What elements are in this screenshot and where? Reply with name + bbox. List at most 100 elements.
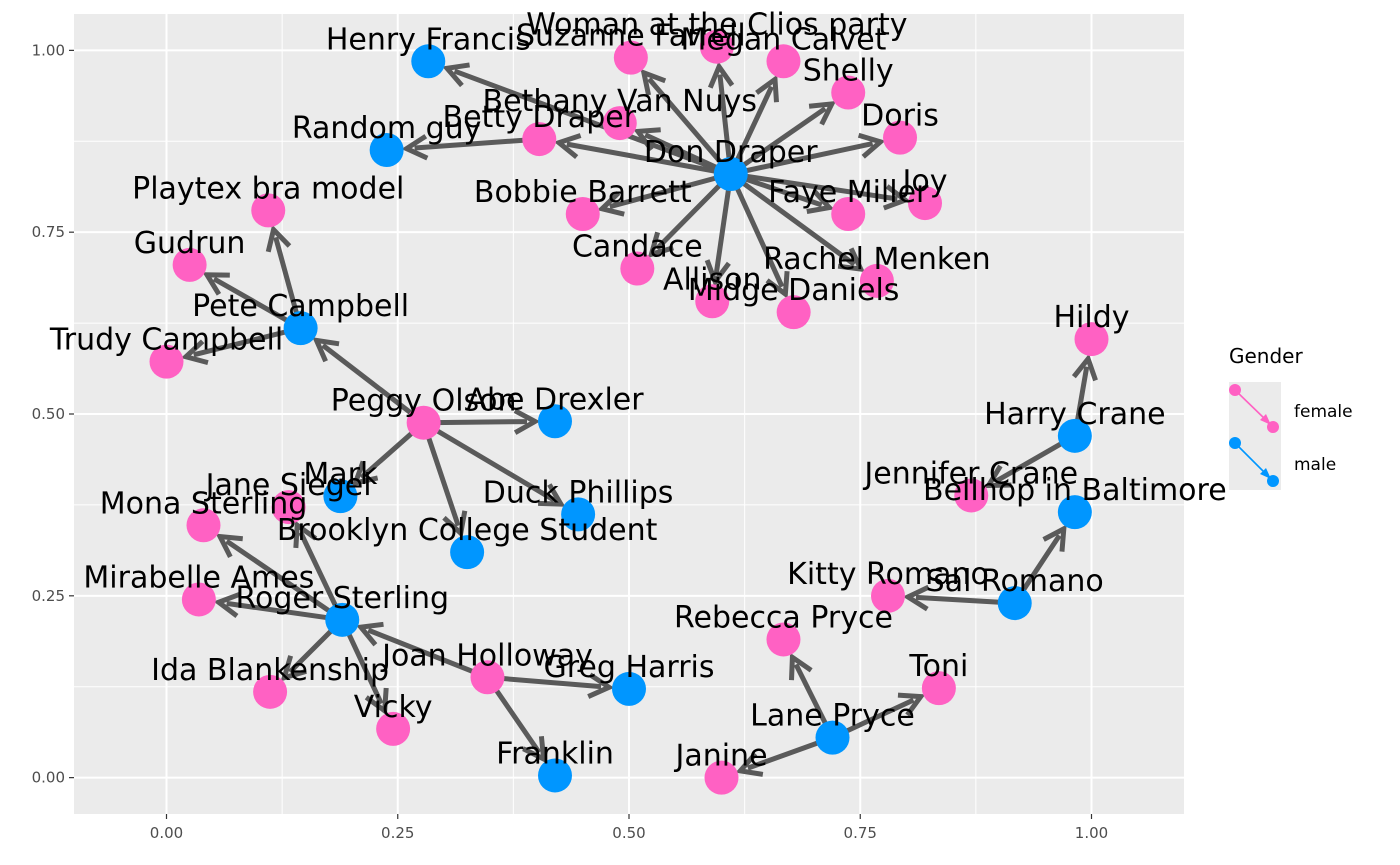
y-tick-label: 0.75 <box>32 223 65 241</box>
x-tick-label: 0.25 <box>381 824 414 842</box>
node-label-duck-phillips: Duck Phillips <box>483 475 674 510</box>
edge-arrowhead <box>806 189 835 214</box>
edge-arrowhead <box>215 533 243 559</box>
node-label-hildy: Hildy <box>1053 300 1129 335</box>
node-label-betty-draper: Betty Draper <box>443 100 637 135</box>
node-label-toni: Toni <box>908 649 968 684</box>
edge-arrowhead <box>401 134 429 161</box>
node-hildy <box>1074 322 1109 357</box>
node-label-allison: Allison <box>663 262 762 297</box>
edge-line <box>647 77 733 176</box>
node-label-joy: Joy <box>901 164 948 199</box>
edge-arrowhead <box>293 520 318 549</box>
edge-arrowhead <box>1071 353 1098 382</box>
edge-arrowhead <box>808 100 837 126</box>
edge-line <box>453 68 732 177</box>
node-label-pete-campbell: Pete Campbell <box>192 289 409 324</box>
node-faye-miller <box>831 197 866 231</box>
node-label-don-draper: Don Draper <box>644 135 818 170</box>
edge-line <box>226 600 343 623</box>
node-rachel-menken <box>859 263 894 298</box>
node-label-faye-miller: Faye Miller <box>768 175 929 210</box>
edge-arrowhead <box>442 510 468 539</box>
edge-arrowhead <box>633 127 661 152</box>
node-label-abe-drexler: Abe Drexler <box>466 382 644 417</box>
edge-arrowhead <box>202 272 230 296</box>
edge <box>442 62 732 177</box>
edge <box>423 408 541 435</box>
legend-label-male: male <box>1294 455 1336 475</box>
node-label-ida-blankenship: Ida Blankenship <box>151 653 389 688</box>
legend-title: Gender <box>1229 344 1303 368</box>
node-label-kitty-romano: Kitty Romano <box>787 557 989 592</box>
node-label-peggy-olson: Peggy Olson <box>331 384 517 419</box>
edge-line <box>566 141 732 177</box>
node-janine <box>704 760 739 795</box>
node-playtex-bra-model <box>251 193 286 228</box>
legend-key-line <box>1234 442 1268 476</box>
node-candace <box>620 251 655 286</box>
edge-line <box>730 171 898 202</box>
edge-line <box>414 136 540 151</box>
edge-arrowhead <box>789 652 813 681</box>
node-label-roger-sterling: Roger Sterling <box>235 581 449 616</box>
edge-arrowhead <box>180 339 209 366</box>
edge <box>729 100 837 177</box>
node-label-harry-crane: Harry Crane <box>984 397 1166 432</box>
edge <box>422 420 566 507</box>
edge-arrowhead <box>522 736 547 764</box>
node-label-mark: Mark <box>303 457 378 492</box>
node-label-sal-romano: Sal Romano <box>926 564 1104 599</box>
node-label-megan-calvet: Megan Calvet <box>680 22 886 57</box>
edge-line <box>367 627 489 680</box>
node-betty-draper <box>522 122 557 157</box>
y-tick-label: 0.25 <box>32 587 65 605</box>
legend-label-female: female <box>1294 402 1353 422</box>
node-megan-calvet <box>766 44 801 79</box>
edge-arrowhead <box>280 655 307 682</box>
node-joan-holloway <box>470 660 505 695</box>
edge <box>312 337 426 425</box>
legend: Gender female male <box>1229 344 1353 490</box>
node-label-midge-daniels: Midge Daniels <box>688 273 900 308</box>
nodes-layer <box>149 29 1109 795</box>
node-random-guy <box>369 133 404 167</box>
x-tick-label: 1.00 <box>1075 824 1108 842</box>
node-label-lane-pryce: Lane Pryce <box>750 699 915 734</box>
node-rebecca-pryce <box>766 622 801 657</box>
legend-key-start-dot <box>1229 437 1241 449</box>
node-label-janine: Janine <box>673 739 767 774</box>
node-bellhop-in-baltimore <box>1057 495 1092 530</box>
edge-arrowhead <box>647 231 674 259</box>
node-mirabelle-ames <box>181 582 216 617</box>
legend-keys <box>1229 384 1279 487</box>
node-label-rebecca-pryce: Rebecca Pryce <box>674 600 893 635</box>
node-mona-sterling <box>186 508 221 543</box>
edge <box>730 132 886 177</box>
legend-key-male <box>1229 437 1279 487</box>
node-joy <box>908 186 942 221</box>
node-sal-romano <box>997 586 1032 621</box>
node-label-brooklyn-college-student: Brooklyn College Student <box>277 513 658 548</box>
legend-key-background <box>1229 382 1281 490</box>
y-tick-label: 1.00 <box>32 41 65 59</box>
node-label-playtex-bra-model: Playtex bra model <box>132 171 404 206</box>
edge-arrowhead <box>213 591 241 618</box>
node-suzanne-farrell <box>613 40 648 75</box>
edge-arrowhead <box>265 224 292 253</box>
edge <box>730 171 911 211</box>
node-pete-campbell <box>283 311 318 346</box>
node-label-franklin: Franklin <box>496 736 614 771</box>
edge-arrowhead <box>513 408 541 435</box>
node-don-draper <box>713 157 748 191</box>
edge-arrowhead <box>351 460 379 487</box>
edge-arrowhead <box>597 191 625 217</box>
edge-arrowhead <box>312 337 340 363</box>
edge-line <box>730 141 874 177</box>
node-label-greg-harris: Greg Harris <box>543 650 714 685</box>
edge-arrowhead <box>857 132 886 159</box>
node-harry-crane <box>1057 418 1092 453</box>
edge-arrowhead <box>538 483 566 507</box>
legend-key-line <box>1234 389 1268 422</box>
